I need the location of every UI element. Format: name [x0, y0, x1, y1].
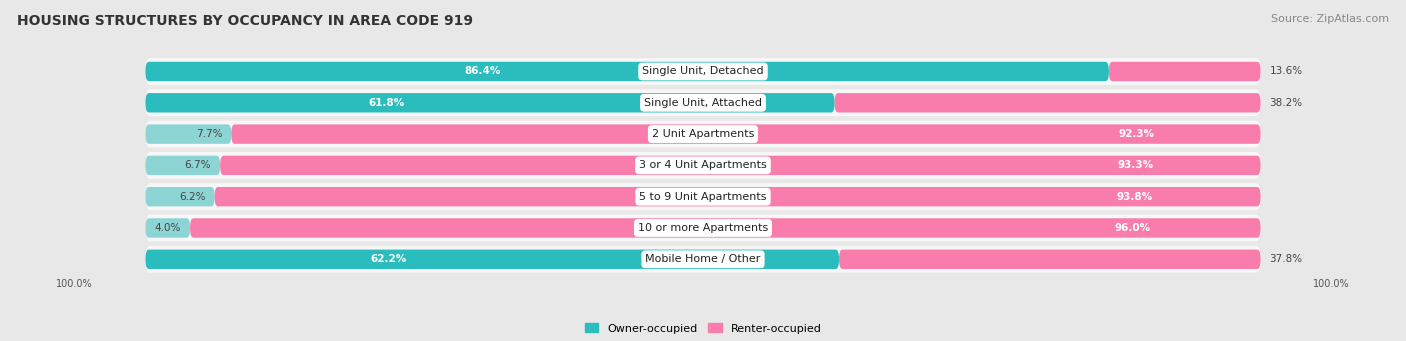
Text: Single Unit, Detached: Single Unit, Detached [643, 66, 763, 76]
FancyBboxPatch shape [145, 246, 1261, 273]
FancyBboxPatch shape [232, 124, 1261, 144]
FancyBboxPatch shape [835, 93, 1261, 113]
Text: 38.2%: 38.2% [1270, 98, 1302, 108]
FancyBboxPatch shape [145, 156, 221, 175]
Text: Mobile Home / Other: Mobile Home / Other [645, 254, 761, 264]
FancyBboxPatch shape [145, 58, 1261, 85]
Text: 13.6%: 13.6% [1270, 66, 1302, 76]
Text: 93.3%: 93.3% [1118, 160, 1154, 170]
FancyBboxPatch shape [1109, 62, 1261, 81]
FancyBboxPatch shape [221, 156, 1261, 175]
Text: 62.2%: 62.2% [370, 254, 406, 264]
Legend: Owner-occupied, Renter-occupied: Owner-occupied, Renter-occupied [581, 319, 825, 338]
FancyBboxPatch shape [145, 250, 839, 269]
FancyBboxPatch shape [190, 218, 1261, 238]
FancyBboxPatch shape [839, 250, 1261, 269]
FancyBboxPatch shape [145, 93, 835, 113]
FancyBboxPatch shape [145, 214, 1261, 241]
FancyBboxPatch shape [145, 121, 1261, 148]
Text: 100.0%: 100.0% [1313, 279, 1350, 289]
Text: 96.0%: 96.0% [1114, 223, 1150, 233]
FancyBboxPatch shape [145, 124, 232, 144]
Text: Source: ZipAtlas.com: Source: ZipAtlas.com [1271, 14, 1389, 24]
Text: 37.8%: 37.8% [1270, 254, 1302, 264]
FancyBboxPatch shape [145, 183, 1261, 210]
Text: 4.0%: 4.0% [155, 223, 181, 233]
Text: 10 or more Apartments: 10 or more Apartments [638, 223, 768, 233]
Text: 6.2%: 6.2% [179, 192, 205, 202]
FancyBboxPatch shape [145, 62, 1109, 81]
Text: 7.7%: 7.7% [195, 129, 222, 139]
Text: 93.8%: 93.8% [1116, 192, 1153, 202]
Text: HOUSING STRUCTURES BY OCCUPANCY IN AREA CODE 919: HOUSING STRUCTURES BY OCCUPANCY IN AREA … [17, 14, 472, 28]
Text: 2 Unit Apartments: 2 Unit Apartments [652, 129, 754, 139]
Text: Single Unit, Attached: Single Unit, Attached [644, 98, 762, 108]
FancyBboxPatch shape [145, 218, 190, 238]
Text: 61.8%: 61.8% [368, 98, 405, 108]
Text: 6.7%: 6.7% [184, 160, 211, 170]
FancyBboxPatch shape [215, 187, 1261, 206]
FancyBboxPatch shape [145, 152, 1261, 179]
Text: 100.0%: 100.0% [56, 279, 93, 289]
Text: 5 to 9 Unit Apartments: 5 to 9 Unit Apartments [640, 192, 766, 202]
Text: 86.4%: 86.4% [464, 66, 501, 76]
FancyBboxPatch shape [145, 187, 215, 206]
Text: 92.3%: 92.3% [1119, 129, 1156, 139]
FancyBboxPatch shape [145, 89, 1261, 116]
Text: 3 or 4 Unit Apartments: 3 or 4 Unit Apartments [640, 160, 766, 170]
